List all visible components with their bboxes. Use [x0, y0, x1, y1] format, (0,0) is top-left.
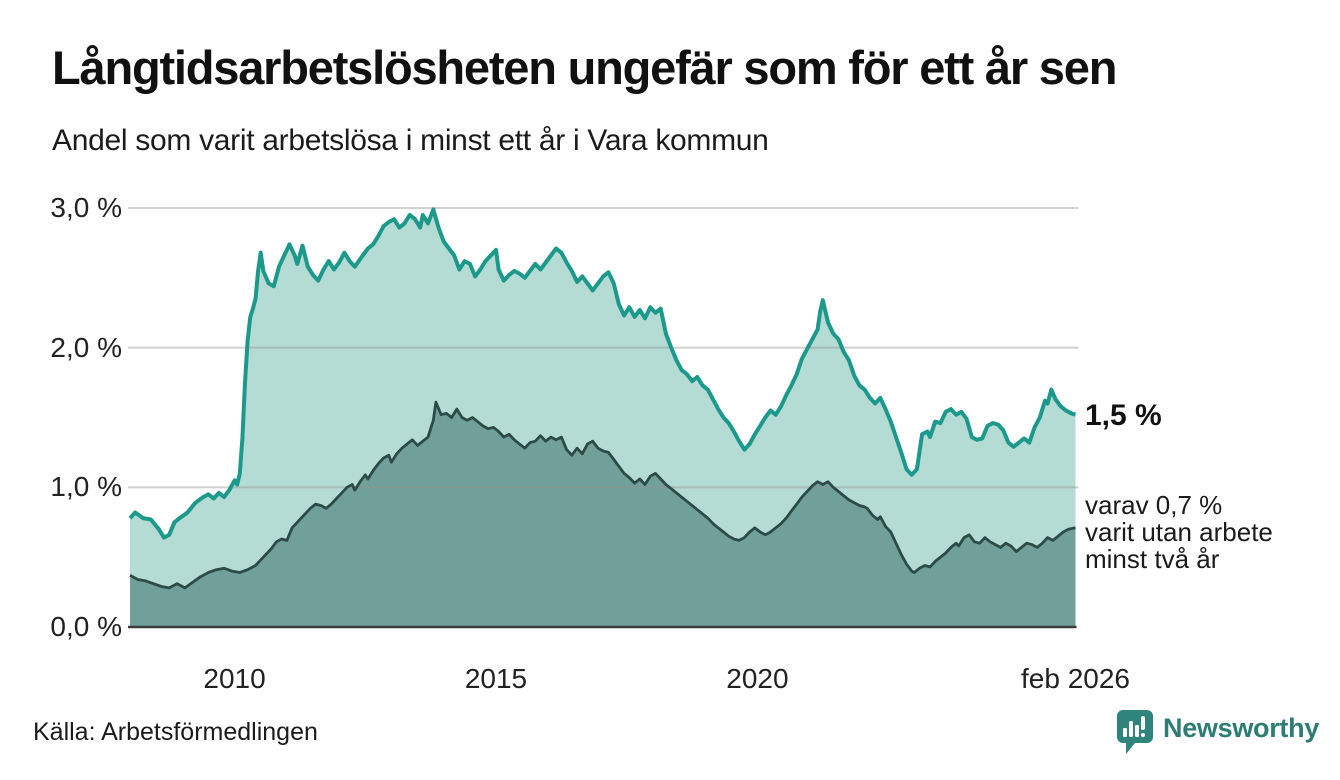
annotation-line: minst två år: [1085, 544, 1220, 574]
y-tick-label: 0,0 %: [50, 611, 122, 642]
x-tick-label: 2010: [203, 663, 266, 694]
x-tick-label: 2015: [464, 663, 528, 694]
source-caption: Källa: Arbetsförmedlingen: [33, 718, 318, 746]
x-tick-label: feb 2026: [1021, 663, 1130, 694]
annotation-line: varav 0,7 %: [1085, 490, 1223, 520]
chart-subtitle: Andel som varit arbetslösa i minst ett å…: [52, 124, 769, 157]
y-tick-label: 1,0 %: [50, 471, 122, 503]
page-title: Långtidsarbetslösheten ungefär som för e…: [52, 41, 1117, 94]
end-value-label: 1,5 %: [1085, 399, 1162, 432]
y-tick-label: 3,0 %: [50, 192, 122, 223]
series-two-year-area: [130, 402, 1076, 627]
y-tick-label: 2,0 %: [50, 331, 122, 363]
x-tick-label: 2020: [726, 663, 789, 694]
end-sub-annotation: varav 0,7 % varit utan arbete minst två …: [1085, 492, 1273, 573]
newsworthy-logo: Newsworthy: [1114, 708, 1319, 758]
series-two-year-line: [129, 400, 1076, 590]
annotation-line: varit utan arbete: [1085, 517, 1273, 547]
series-one-year-line: [128, 207, 1077, 540]
newsworthy-logo-text: Newsworthy: [1163, 713, 1320, 743]
newsworthy-bubble-icon: [1117, 710, 1153, 754]
